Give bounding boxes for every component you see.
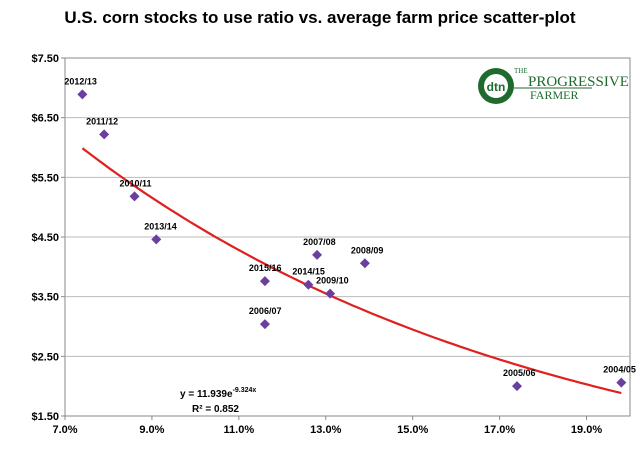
data-point <box>616 377 627 388</box>
x-tick-label: 13.0% <box>310 424 341 436</box>
y-tick-label: $3.50 <box>31 292 59 304</box>
x-tick-label: 17.0% <box>484 424 515 436</box>
point-label: 2011/12 <box>86 116 118 126</box>
logo-name-line2: FARMER <box>530 88 578 102</box>
y-tick-label: $5.50 <box>31 172 59 184</box>
chart-title: U.S. corn stocks to use ratio vs. averag… <box>64 8 576 27</box>
point-label: 2007/08 <box>303 237 336 247</box>
data-point <box>312 249 323 260</box>
data-point <box>259 319 270 330</box>
data-point <box>512 381 522 392</box>
logo-mark: dtn <box>487 80 506 94</box>
data-point <box>359 258 370 269</box>
point-labels-group: 2012/13 2011/12 2010/11 2013/14 2015/16 2006/… <box>64 76 635 378</box>
dtn-logo: dtn THE PROGRESSIVE FARMER <box>478 67 629 104</box>
x-tick-label: 19.0% <box>571 424 602 436</box>
x-tick-label: 9.0% <box>139 424 164 436</box>
data-point <box>303 279 314 290</box>
x-tick-label: 15.0% <box>397 424 428 436</box>
point-label: 2009/10 <box>316 276 349 286</box>
y-tick-label: $6.50 <box>31 113 59 125</box>
gridlines <box>65 117 630 357</box>
point-label: 2012/13 <box>64 76 97 86</box>
y-tick-label: $2.50 <box>31 351 59 363</box>
data-point <box>325 288 336 299</box>
point-label: 2010/11 <box>120 178 152 188</box>
point-label: 2015/16 <box>249 263 282 273</box>
trend-equation-text: y = 11.939e-9.324x <box>180 387 256 400</box>
x-tick-label: 11.0% <box>224 424 255 436</box>
point-label: 2008/09 <box>351 245 384 255</box>
data-point <box>99 129 110 140</box>
trendline-group <box>81 147 622 395</box>
x-tick-label: 7.0% <box>52 424 77 436</box>
logo-name-line1: PROGRESSIVE <box>528 74 629 90</box>
point-label: 2006/07 <box>249 306 282 316</box>
y-tick-label: $7.50 <box>31 53 59 65</box>
trendline <box>81 147 622 395</box>
point-label: 2004/05 <box>603 365 636 375</box>
data-point <box>129 191 140 202</box>
logo-name-prefix: THE <box>514 67 528 75</box>
axes: $1.50 $2.50 $3.50 $4.50 $5.50 $6.50 $7.50 7.0% 9… <box>31 53 602 436</box>
point-label: 2013/14 <box>144 221 177 231</box>
data-point <box>259 276 270 287</box>
points-group <box>77 89 627 392</box>
y-tick-label: $1.50 <box>31 411 59 423</box>
data-point <box>77 89 88 100</box>
trend-r2-text: R² = 0.852 <box>192 404 239 415</box>
point-label: 2014/15 <box>292 267 325 277</box>
y-tick-label: $4.50 <box>31 232 59 244</box>
trend-equation: y = 11.939e-9.324x R² = 0.852 <box>180 387 256 415</box>
logo-inner-circle <box>484 74 508 98</box>
point-label: 2005/06 <box>503 368 536 378</box>
data-point <box>151 234 162 245</box>
